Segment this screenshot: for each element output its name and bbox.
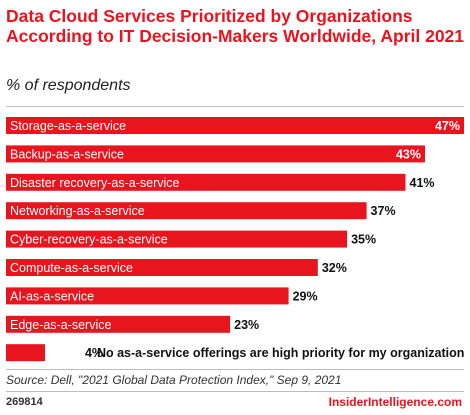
category-label: Backup-as-a-service (10, 147, 124, 161)
value-label: 32% (322, 261, 347, 275)
value-label: 41% (410, 176, 435, 190)
brand-logo: InsiderIntelligence.com (328, 395, 462, 409)
bar (6, 173, 406, 191)
bar (6, 344, 45, 362)
category-label: Storage-as-a-service (10, 119, 126, 133)
chart-title: Data Cloud Services Prioritized by Organ… (6, 6, 465, 46)
bar (6, 145, 425, 163)
value-label: 43% (396, 147, 421, 161)
footer-rule (6, 391, 464, 392)
bar (6, 202, 367, 220)
value-label: 23% (234, 318, 259, 332)
value-label: 4% (85, 346, 103, 360)
bar (6, 287, 289, 305)
category-label: Networking-as-a-service (10, 204, 145, 218)
category-label: Cyber-recovery-as-a-service (10, 233, 168, 247)
category-label: Compute-as-a-service (10, 261, 133, 275)
bottom-rule (6, 369, 464, 370)
bars-layer: Storage-as-a-service 47% Backup-as-a-servi… (6, 117, 464, 362)
category-label: No as-a-service offerings are high prior… (97, 346, 464, 360)
value-label: 35% (351, 233, 376, 247)
category-label: Disaster recovery-as-a-service (10, 176, 180, 190)
bar-chart: Storage-as-a-service 47% Backup-as-a-servi… (6, 106, 464, 362)
chart-subtitle: % of respondents (6, 77, 131, 94)
category-label: AI-as-a-service (10, 289, 94, 303)
value-label: 37% (371, 204, 396, 218)
source-note: Source: Dell, "2021 Global Data Protecti… (6, 373, 342, 387)
chart-id: 269814 (6, 396, 43, 408)
value-label: 29% (293, 289, 318, 303)
bar (6, 117, 464, 134)
bar (6, 230, 348, 248)
bar (6, 259, 318, 276)
category-label: Edge-as-a-service (10, 318, 111, 332)
bar (6, 315, 231, 333)
value-label: 47% (435, 119, 460, 133)
